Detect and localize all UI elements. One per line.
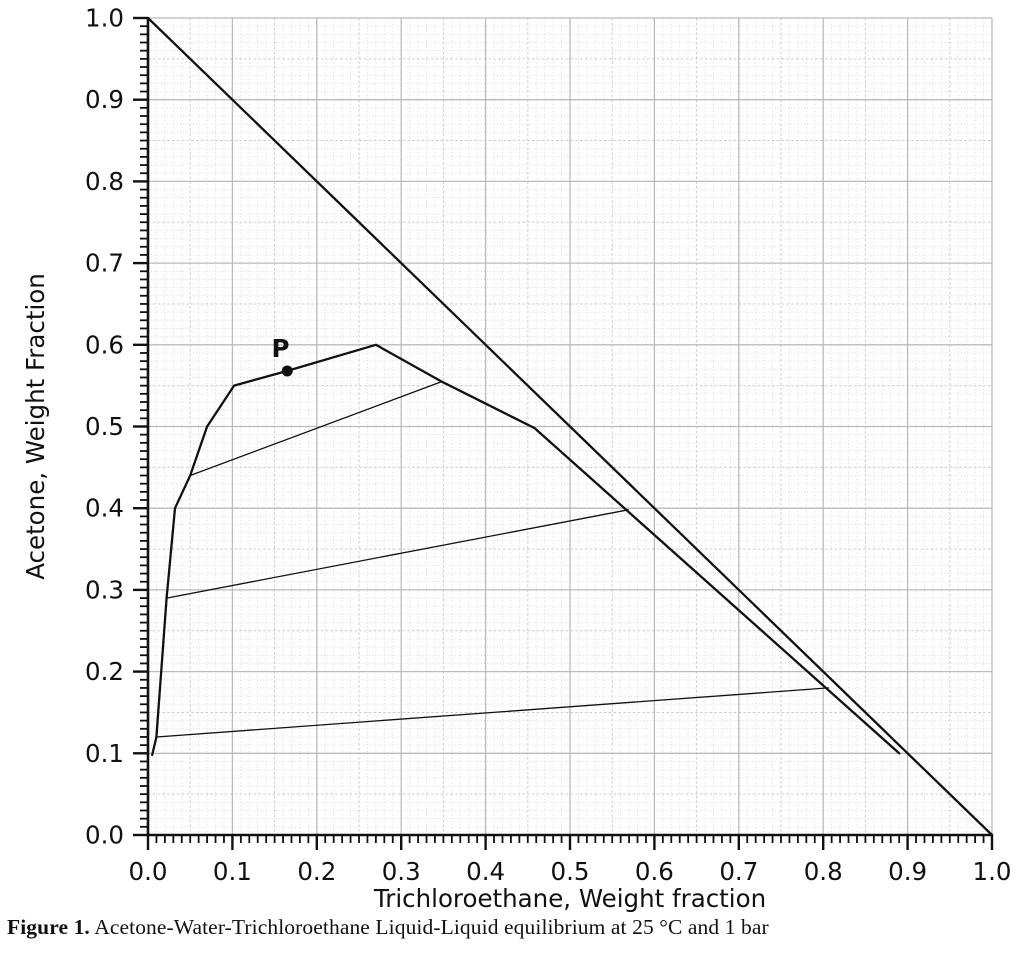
point-P-label: P [272, 334, 290, 363]
x-tick-label: 0.4 [466, 857, 505, 886]
x-tick-label: 0.7 [719, 857, 758, 886]
x-tick-label: 0.1 [213, 857, 252, 886]
x-tick-label: 0.8 [804, 857, 843, 886]
tie-line-3 [189, 380, 443, 477]
y-tick-label: 0.5 [85, 412, 124, 441]
x-tick-label: 0.2 [297, 857, 336, 886]
y-tick-label: 0.8 [85, 167, 124, 196]
y-tick-label: 0.1 [85, 739, 124, 768]
figure-caption-text: Acetone-Water-Trichloroethane Liquid-Liq… [89, 915, 769, 939]
figure-caption-label: Figure 1. [7, 915, 90, 939]
y-tick-label: 0.0 [85, 821, 124, 850]
tie-line-2 [165, 509, 629, 599]
lle-phase-diagram-chart: 0.0 0.1 0.2 0.3 0.4 0.5 0.6 0.7 0.8 0.9 1.0 0.0 0.1 0… [21, 4, 1012, 913]
y-tick-label: 1.0 [85, 4, 124, 33]
x-tick-label: 0.0 [129, 857, 168, 886]
point-P-marker [281, 365, 293, 377]
y-axis-title: Acetone, Weight Fraction [21, 273, 50, 580]
y-tick-label: 0.2 [85, 657, 124, 686]
figure-caption: Figure 1. Acetone-Water-Trichloroethane … [7, 915, 1007, 940]
x-tick-label: 0.3 [382, 857, 421, 886]
diagonal-line [146, 16, 994, 837]
x-tick-label: 0.9 [888, 857, 927, 886]
x-tick-label: 1.0 [973, 857, 1012, 886]
y-tick-label: 0.7 [85, 249, 124, 278]
binodal-curve [151, 343, 901, 757]
tie-line-1 [155, 687, 829, 738]
y-tick-label: 0.3 [85, 575, 124, 604]
x-axis-title: Trichloroethane, Weight fraction [373, 884, 766, 912]
y-tick-label: 0.9 [85, 85, 124, 114]
x-tick-label: 0.5 [551, 857, 590, 886]
y-tick-label: 0.6 [85, 330, 124, 359]
x-tick-label: 0.6 [635, 857, 674, 886]
y-tick-label: 0.4 [85, 494, 124, 523]
